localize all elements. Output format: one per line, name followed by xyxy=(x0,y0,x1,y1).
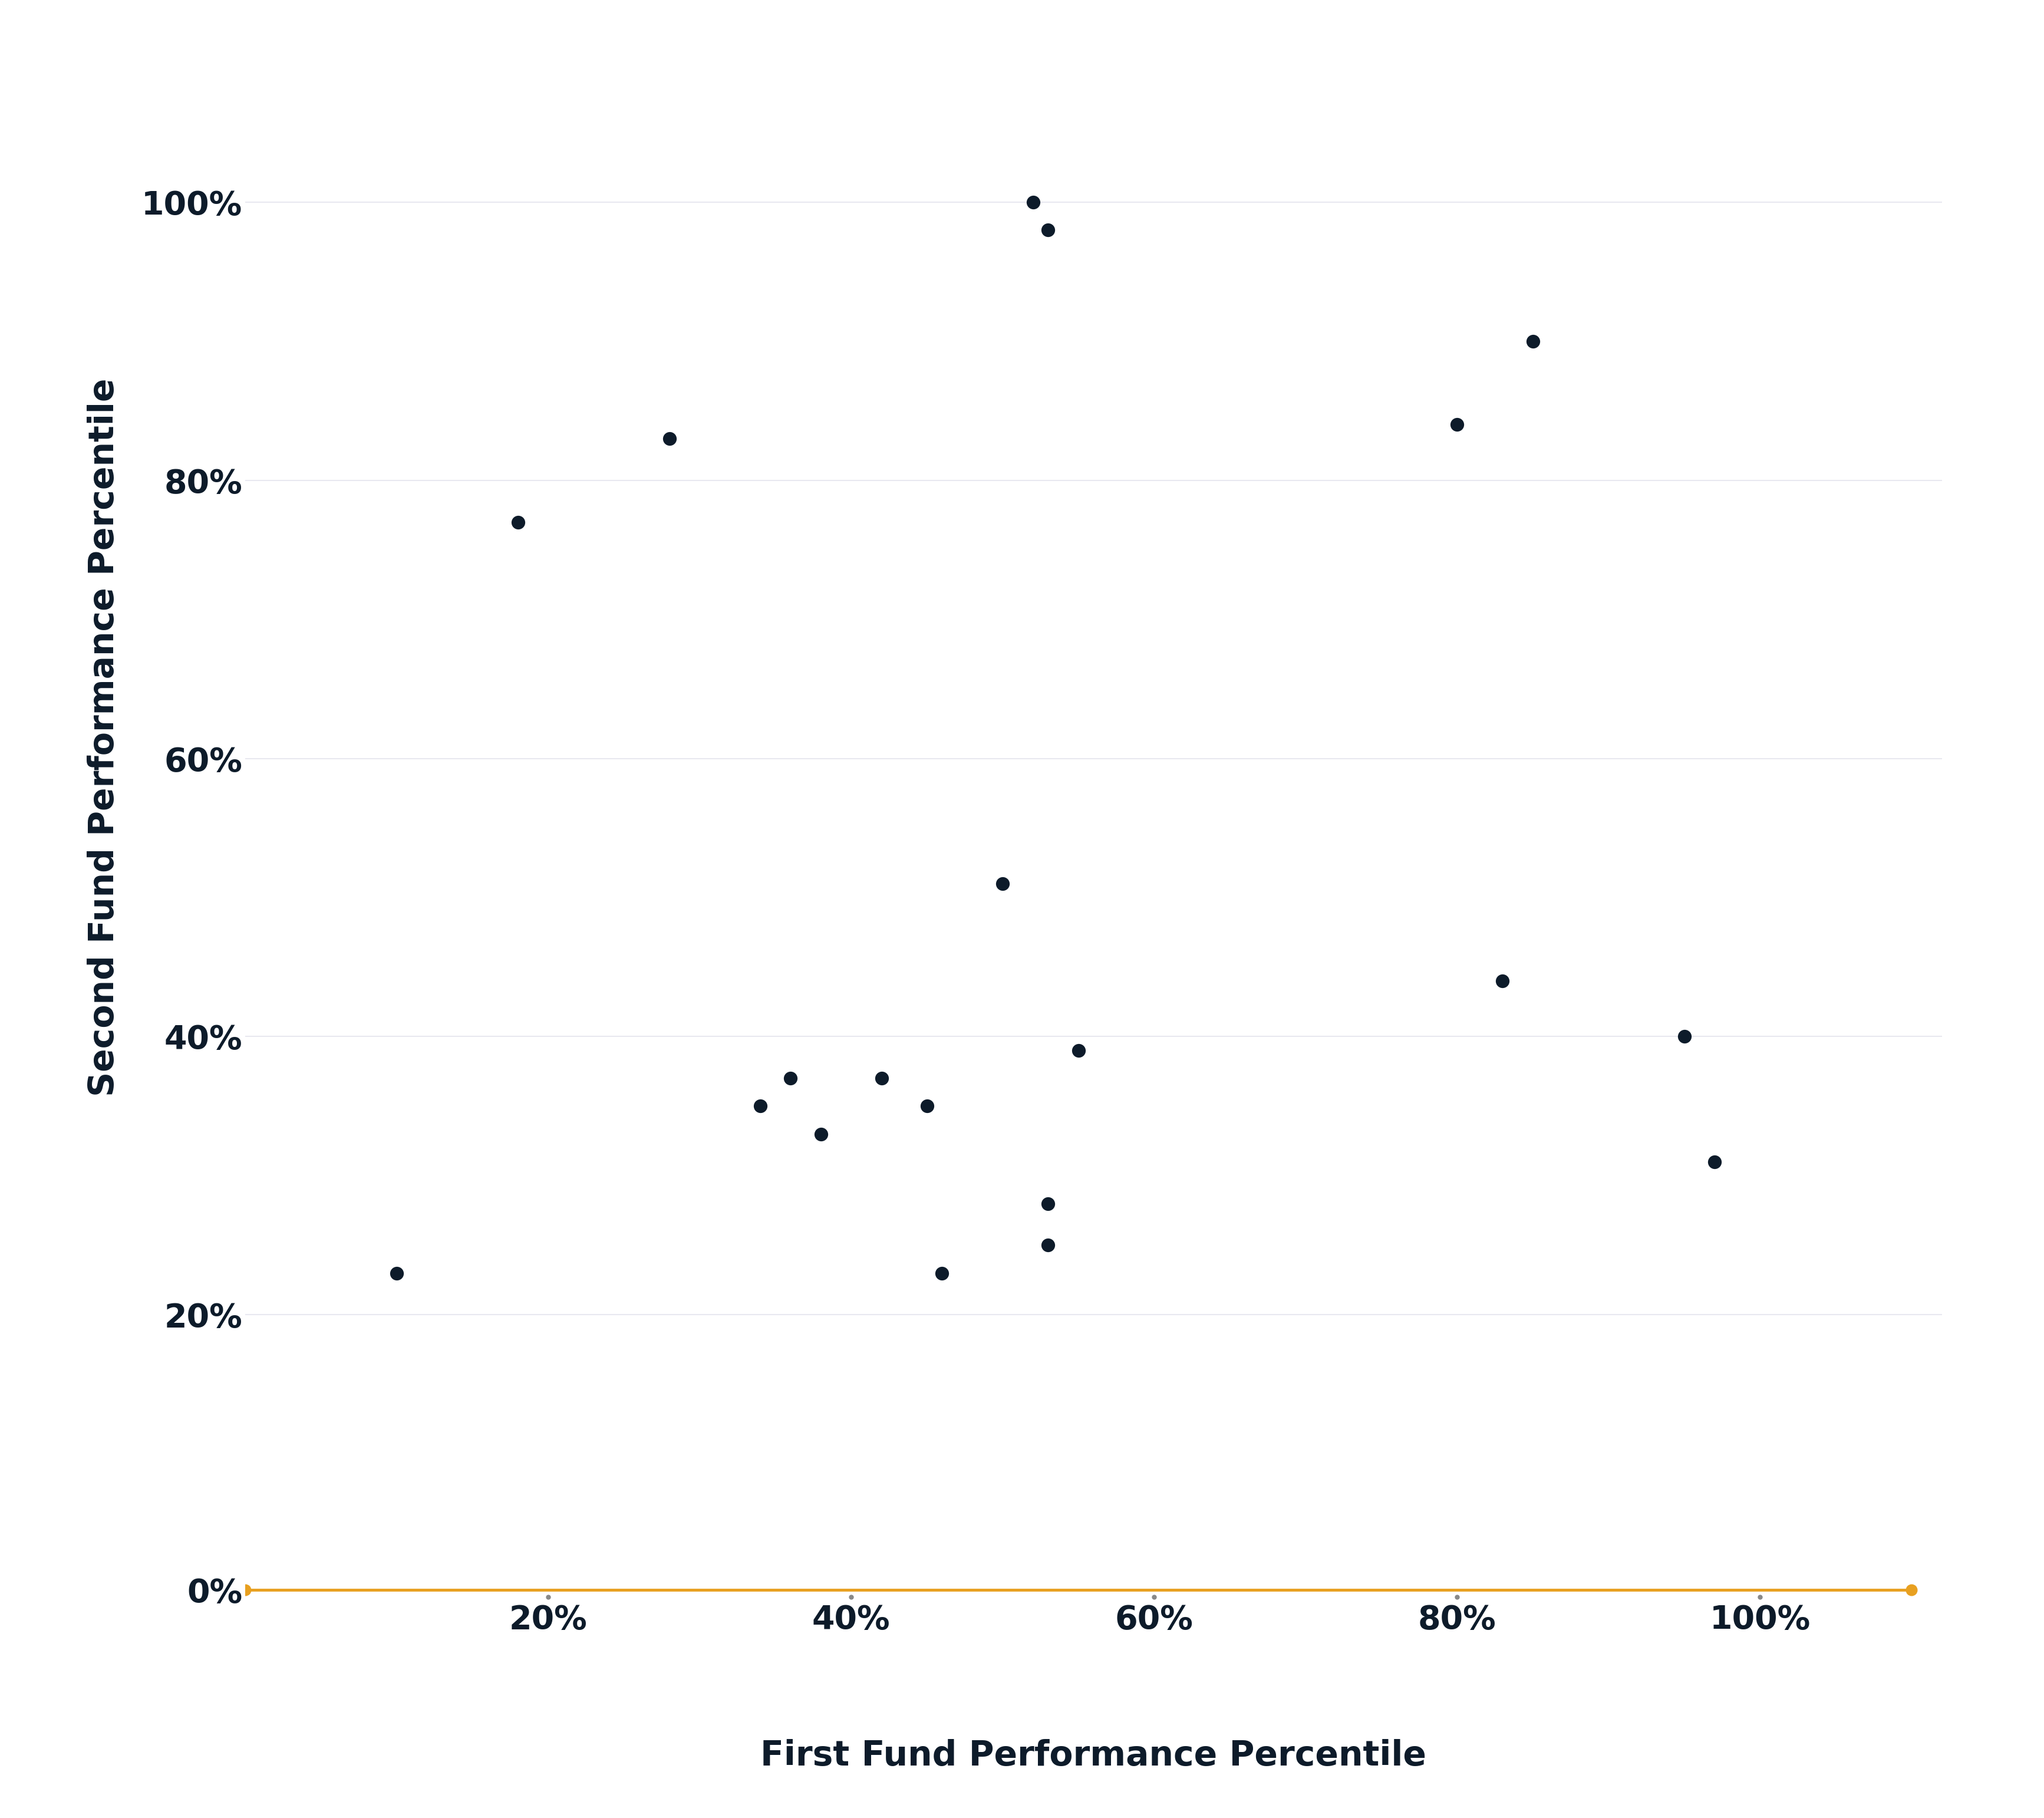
Point xyxy=(501,507,533,536)
Point xyxy=(380,1258,413,1287)
Point xyxy=(865,1064,897,1093)
Point xyxy=(1895,1574,1927,1603)
Point xyxy=(1517,327,1549,356)
Point xyxy=(1016,187,1049,216)
Text: 100%: 100% xyxy=(1709,1603,1811,1636)
Point xyxy=(1441,411,1474,440)
Point xyxy=(1032,1189,1065,1218)
Point xyxy=(775,1064,807,1093)
Point xyxy=(805,1120,838,1149)
Point xyxy=(744,1091,777,1120)
Point xyxy=(1032,1231,1065,1260)
Point xyxy=(1699,1147,1731,1176)
Text: 20%: 20% xyxy=(509,1603,587,1636)
Point xyxy=(654,424,687,453)
Point xyxy=(910,1091,942,1120)
Point xyxy=(1668,1022,1701,1051)
Point xyxy=(1063,1036,1096,1065)
Point xyxy=(1486,967,1519,996)
Text: 40%: 40% xyxy=(811,1603,891,1636)
Y-axis label: Second Fund Performance Percentile: Second Fund Performance Percentile xyxy=(88,378,121,1096)
Text: 80%: 80% xyxy=(1419,1603,1496,1636)
Point xyxy=(1699,1494,1731,1523)
Point xyxy=(926,1258,959,1287)
Point xyxy=(1032,215,1065,244)
Point xyxy=(987,869,1020,898)
Text: 60%: 60% xyxy=(1114,1603,1194,1636)
Point xyxy=(229,1574,262,1603)
Text: First Fund Performance Percentile: First Fund Performance Percentile xyxy=(760,1740,1427,1773)
